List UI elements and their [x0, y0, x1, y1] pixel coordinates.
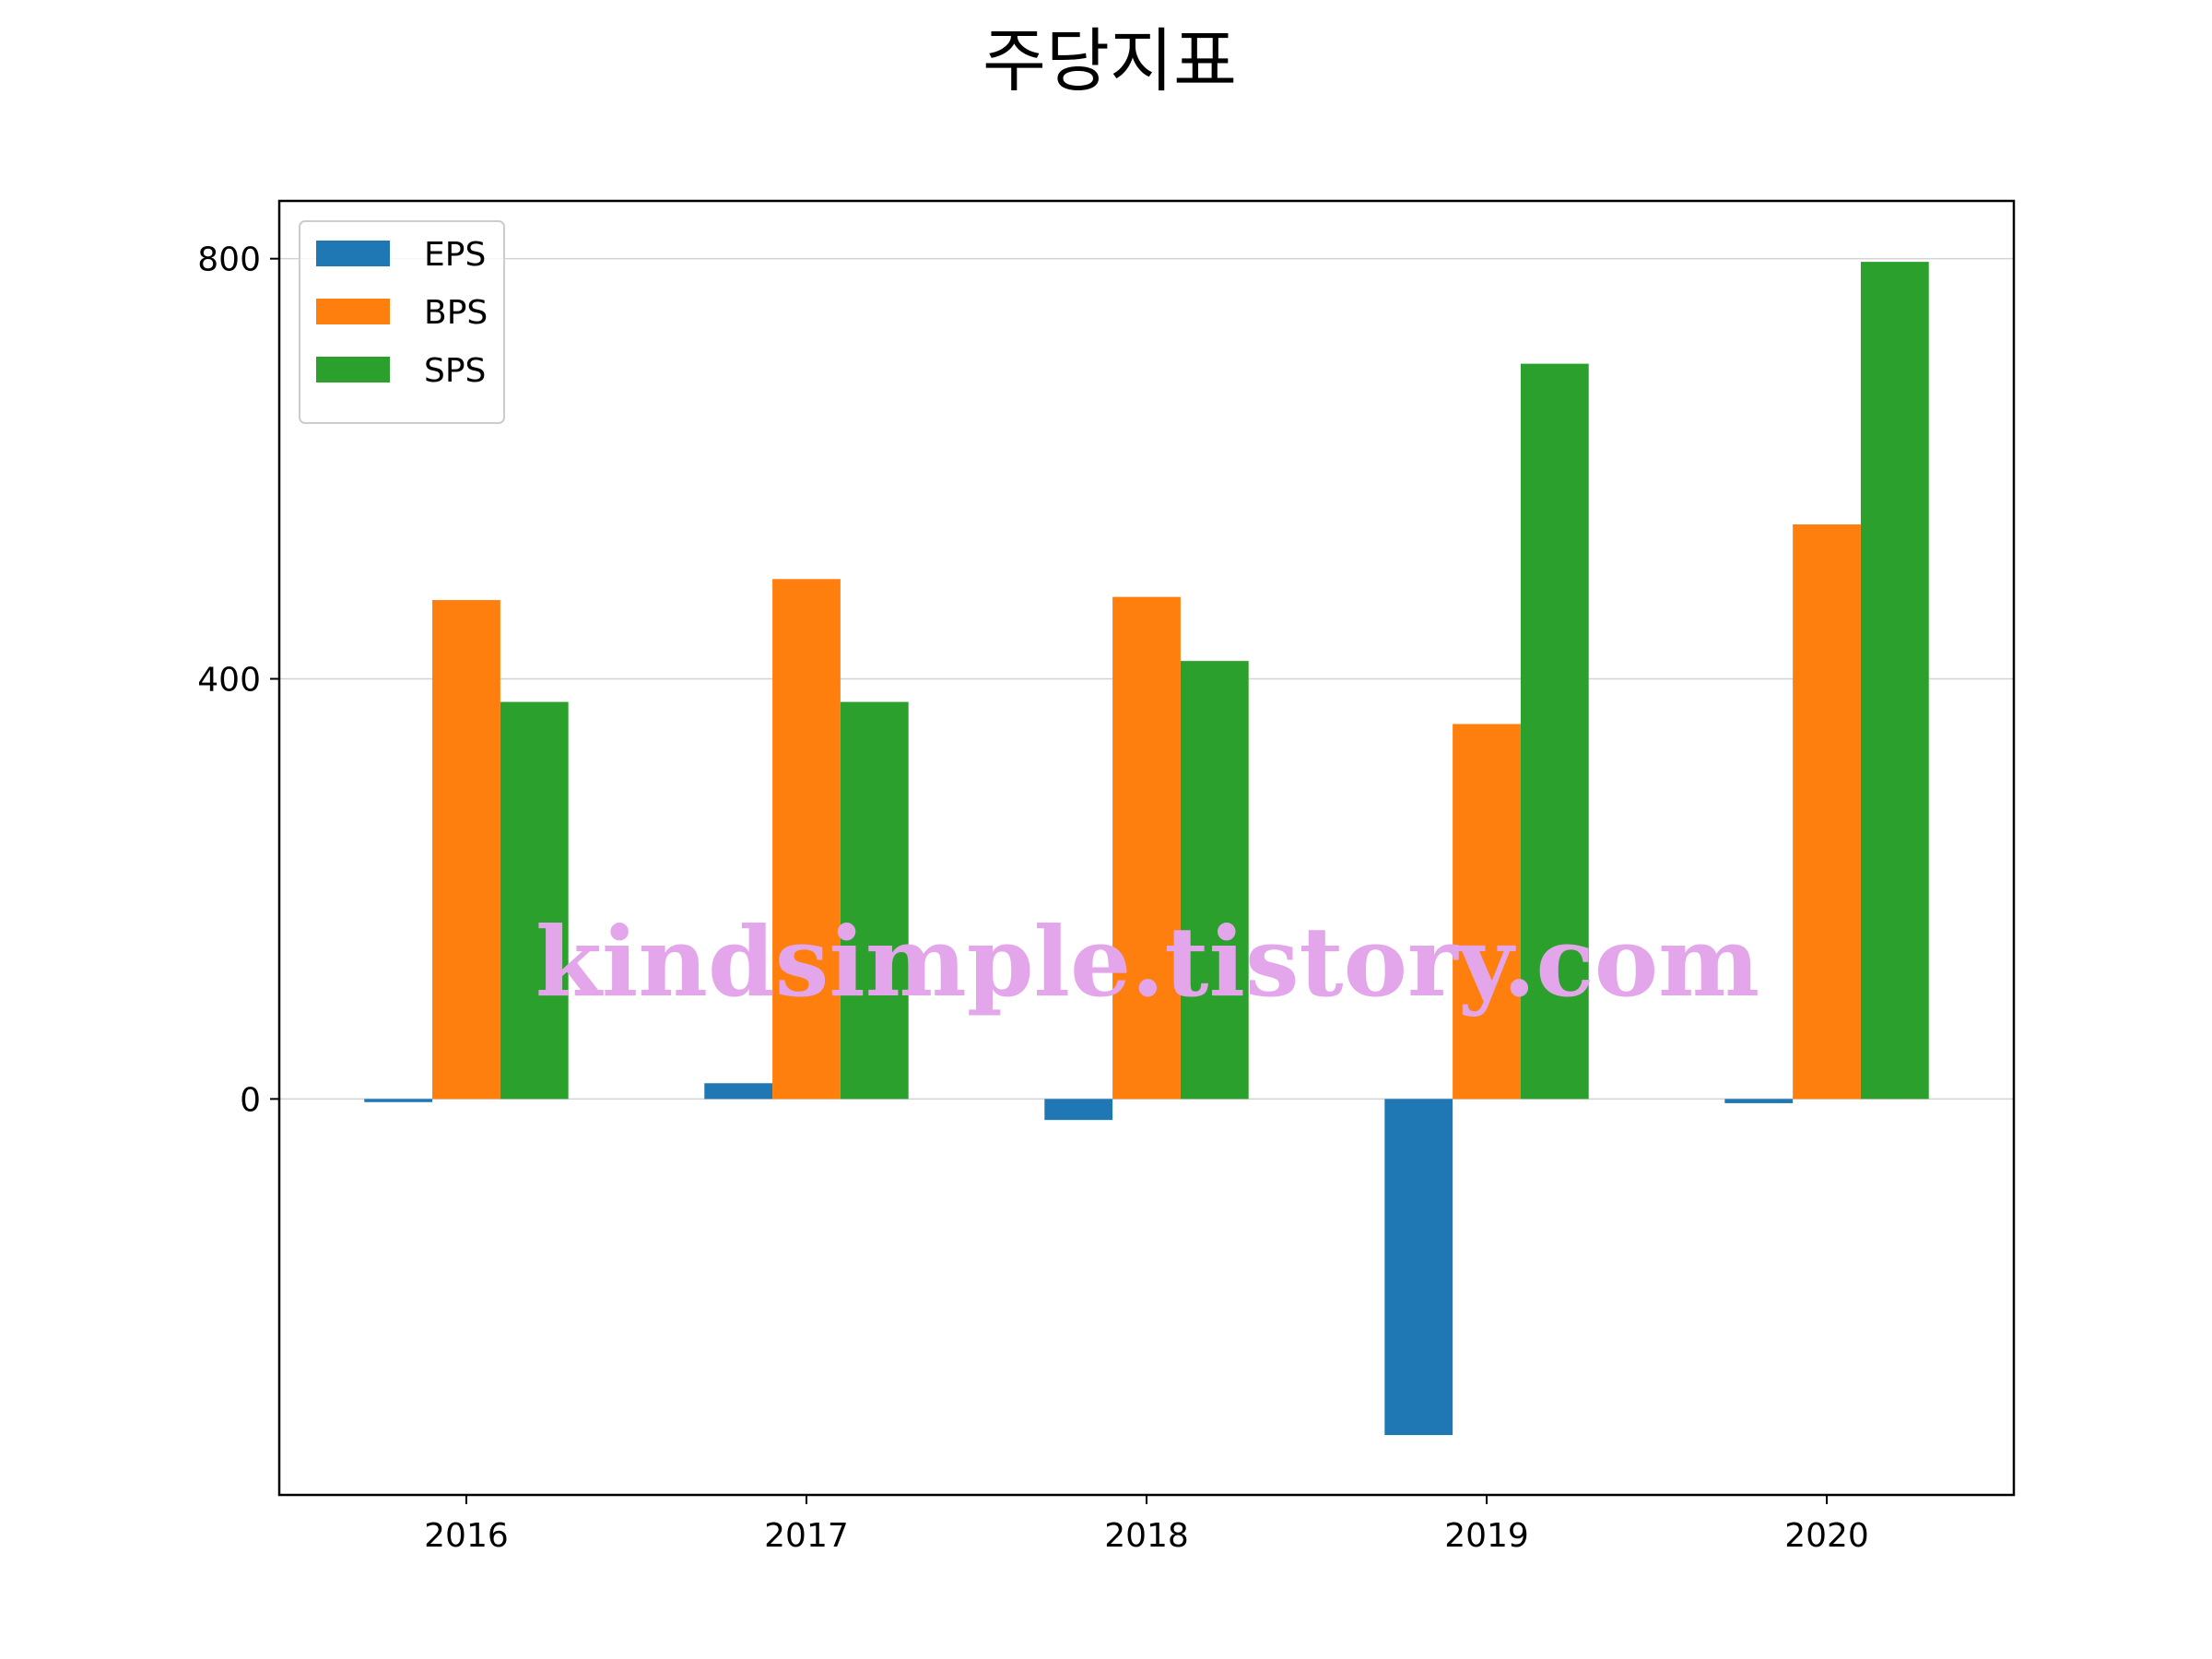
bar-sps-2020 [1860, 262, 1929, 1100]
y-tick-label: 400 [197, 662, 261, 700]
bar-eps-2019 [1384, 1099, 1453, 1436]
legend-swatch-bps [316, 299, 390, 324]
y-axis: 0 400 800 [197, 241, 279, 1119]
x-tick-label: 2016 [424, 1517, 509, 1555]
x-tick-label: 2018 [1104, 1517, 1189, 1555]
x-tick-label: 2020 [1784, 1517, 1869, 1555]
watermark: kindsimple.tistory.com [535, 905, 1759, 1018]
y-tick-label: 800 [197, 241, 261, 279]
x-tick-label: 2017 [764, 1517, 849, 1555]
bar-bps-2019 [1453, 724, 1521, 1100]
bars [364, 262, 1929, 1436]
bar-eps-2016 [364, 1099, 433, 1102]
legend-label-sps: SPS [424, 352, 486, 390]
bar-eps-2018 [1044, 1099, 1113, 1121]
bar-sps-2017 [840, 701, 909, 1100]
bar-bps-2016 [432, 600, 500, 1100]
bar-eps-2020 [1724, 1099, 1794, 1103]
legend-label-bps: BPS [424, 294, 488, 332]
x-tick-label: 2019 [1444, 1517, 1529, 1555]
x-axis: 2016 2017 2018 2019 2020 [424, 1495, 1869, 1555]
legend-swatch-sps [316, 357, 390, 382]
bar-sps-2018 [1180, 661, 1249, 1100]
bar-sps-2019 [1520, 363, 1589, 1100]
chart-title: 주당지표 [982, 20, 1237, 101]
bar-bps-2020 [1793, 524, 1861, 1100]
legend-swatch-eps [316, 241, 390, 266]
bar-sps-2016 [500, 701, 569, 1100]
y-tick-label: 0 [240, 1081, 261, 1119]
legend-label-eps: EPS [424, 236, 486, 274]
bar-bps-2017 [772, 579, 841, 1100]
bar-bps-2018 [1112, 596, 1181, 1100]
legend: EPS BPS SPS [299, 220, 505, 424]
bar-eps-2017 [704, 1083, 773, 1100]
